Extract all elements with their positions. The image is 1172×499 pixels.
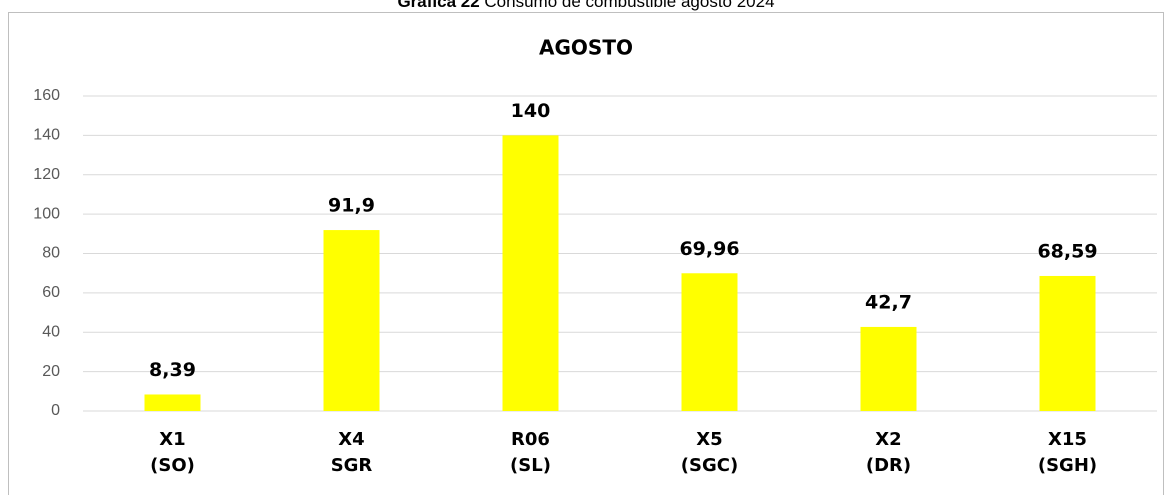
x-tick-label: X4 <box>338 429 364 450</box>
value-label: 69,96 <box>679 238 739 260</box>
x-tick-label: (DR) <box>866 455 911 476</box>
value-label: 8,39 <box>149 359 196 381</box>
value-label: 140 <box>511 100 551 122</box>
x-tick-label: (SGH) <box>1038 455 1097 476</box>
y-tick-label: 100 <box>33 205 60 222</box>
y-tick-label: 160 <box>33 87 60 104</box>
y-tick-label: 120 <box>33 166 60 183</box>
caption: Gráfica 22 Consumo de combustible agosto… <box>397 0 774 11</box>
bar <box>323 230 380 411</box>
x-tick-label: (SL) <box>510 455 551 476</box>
bar <box>144 394 201 411</box>
y-tick-label: 40 <box>42 323 60 340</box>
chart-title: AGOSTO <box>539 36 633 60</box>
x-tick-label: (SGC) <box>681 455 738 476</box>
x-tick-label: X15 <box>1048 429 1087 450</box>
caption-label: Gráfica 22 <box>397 0 479 11</box>
chart-border <box>8 12 1164 499</box>
x-tick-label: (SO) <box>150 455 195 476</box>
y-tick-label: 140 <box>33 127 60 144</box>
bar <box>681 273 738 411</box>
y-tick-label: 60 <box>42 284 60 301</box>
caption-text: Consumo de combustible agosto 2024 <box>484 0 774 11</box>
x-tick-label: SGR <box>331 455 373 476</box>
bar <box>502 135 559 411</box>
x-tick-label: R06 <box>511 429 550 450</box>
y-tick-label: 80 <box>42 245 60 262</box>
y-tick-label: 0 <box>51 402 60 419</box>
bar <box>1039 275 1096 411</box>
x-tick-label: X5 <box>696 429 722 450</box>
value-label: 91,9 <box>328 195 375 217</box>
x-tick-label: X1 <box>159 429 185 450</box>
x-tick-label: X2 <box>875 429 901 450</box>
bar <box>860 326 917 411</box>
value-label: 42,7 <box>865 291 912 313</box>
y-tick-label: 20 <box>42 363 60 380</box>
value-label: 68,59 <box>1037 240 1097 262</box>
